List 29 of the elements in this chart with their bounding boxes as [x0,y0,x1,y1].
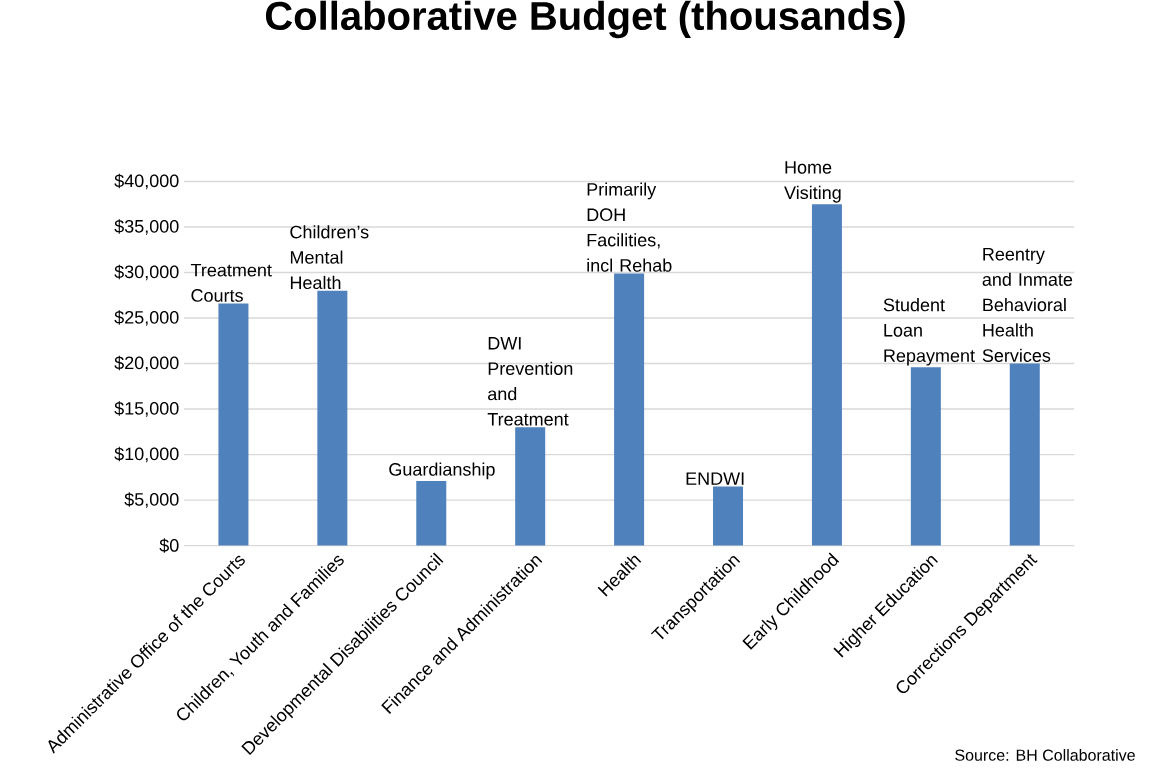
bar [910,367,941,546]
bar [1009,363,1040,546]
y-tick-label: $35,000 [114,219,179,235]
chart-title: Collaborative Budget (thousands) [265,0,905,39]
y-tick-label: $5,000 [124,492,179,508]
y-tick-label: $40,000 [114,173,179,190]
bar [713,486,744,546]
y-tick-label: $15,000 [114,401,179,417]
annotation: DWI Prevention and Treatment [487,336,573,426]
annotation: Student Loan Repayment [883,297,975,366]
annotation: Home Visiting [784,161,841,203]
y-tick-label: $0 [159,538,179,553]
annotation: Children’s Mental Health [290,225,369,289]
y-tick-label: $10,000 [114,446,179,463]
annotation: Guardianship [389,462,495,480]
bar [317,290,348,546]
y-tick-label: $20,000 [114,355,179,372]
bar [515,427,546,546]
annotation: Treatment Courts [190,263,272,302]
annotation: Reentry and Inmate Behavioral Health Services [982,247,1073,362]
source-note: Source: BH Collaborative [955,748,1135,761]
y-tick-label: $25,000 [114,310,179,326]
annotation: Primarily DOH Facilities, incl Rehab [587,182,672,272]
bar [614,273,645,546]
annotation: ENDWI [686,472,744,485]
y-tick-label: $30,000 [114,264,179,281]
bar [811,204,842,546]
bar [218,303,249,546]
bar [416,480,447,546]
